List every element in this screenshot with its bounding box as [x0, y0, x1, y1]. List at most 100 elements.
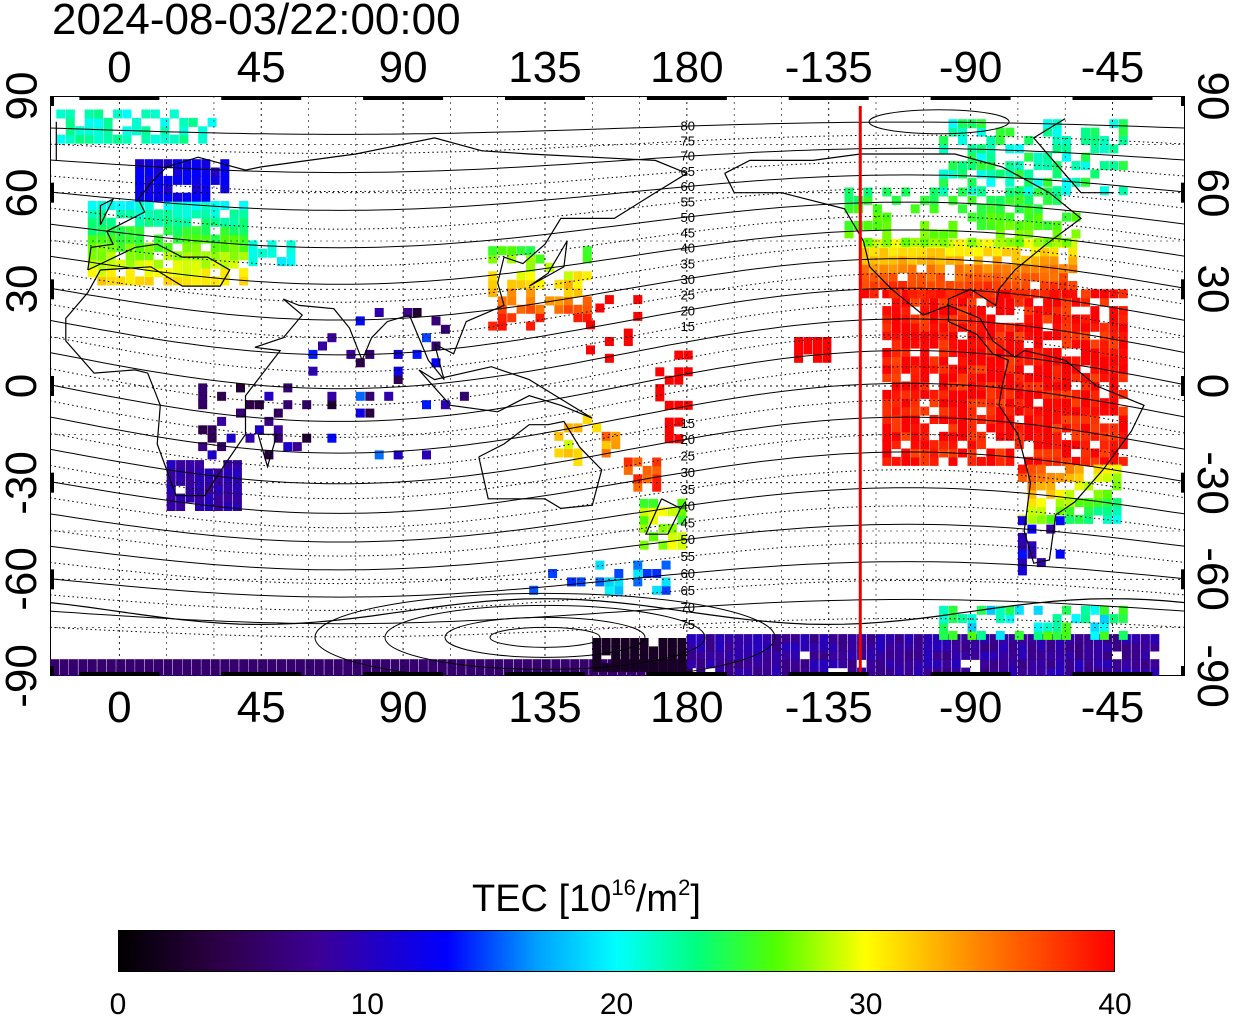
tec-cell: [283, 383, 293, 393]
contour-line: [50, 174, 1185, 211]
tec-cell: [1081, 614, 1090, 624]
tec-cell: [220, 268, 230, 278]
tec-cell: [1090, 169, 1100, 179]
tec-cell: [986, 331, 996, 341]
tec-cell: [1112, 464, 1122, 474]
tec-cell: [967, 364, 977, 374]
tec-cell: [1062, 314, 1071, 324]
tec-cell: [56, 109, 66, 119]
tec-cell: [1065, 642, 1075, 652]
tec-cell: [1005, 614, 1015, 624]
tec-cell: [828, 650, 838, 660]
tec-cell: [935, 255, 945, 265]
tec-cell: [888, 281, 898, 290]
tec-cell: [633, 482, 643, 492]
colorbar: [118, 930, 1115, 972]
tec-cell: [1024, 195, 1034, 205]
tec-cell: [1043, 431, 1053, 441]
tec-cell: [163, 201, 173, 210]
tec-cell: [87, 234, 97, 244]
tec-cell: [882, 415, 892, 424]
tec-cell: [1109, 373, 1119, 383]
tec-cell: [201, 167, 211, 177]
tec-cell: [976, 456, 986, 466]
tec-cell: [125, 209, 135, 219]
tec-cell: [1005, 297, 1015, 307]
tec-cell: [882, 229, 892, 239]
tec-cell: [611, 654, 621, 664]
tec-cell: [563, 448, 573, 458]
tec-cell: [939, 356, 949, 366]
tec-cell: [65, 134, 75, 144]
tec-cell: [611, 431, 621, 441]
tec-cell: [195, 468, 204, 478]
tec-cell: [891, 306, 901, 316]
tec-cell: [245, 433, 255, 443]
tec-cell: [554, 296, 564, 306]
tec-cell: [1033, 440, 1043, 450]
tec-cell: [1024, 356, 1034, 366]
tec-cell: [809, 634, 819, 644]
tec-cell: [910, 440, 920, 450]
tec-cell: [1052, 127, 1062, 137]
tec-cell: [1011, 255, 1021, 265]
tec-cell: [649, 663, 658, 673]
tec-cell: [1071, 339, 1081, 349]
tec-cell: [116, 234, 126, 244]
tec-cell: [945, 289, 955, 299]
tec-cell: [1036, 659, 1046, 669]
tec-cell: [866, 642, 876, 652]
tec-cell: [201, 217, 211, 227]
contour-labels: 8075706560555045403530252015152025303540…: [681, 118, 695, 632]
tec-cell: [822, 345, 832, 355]
tec-cell: [995, 306, 1005, 316]
tec-cell: [1090, 389, 1100, 399]
tec-cell: [1099, 373, 1109, 383]
tec-cell: [667, 663, 677, 673]
tec-cell: [948, 605, 958, 615]
tec-cell: [239, 234, 249, 244]
tec-cell: [1033, 364, 1043, 374]
tec-cell: [1074, 667, 1084, 676]
tec-cell: [772, 642, 781, 652]
tec-cell: [639, 638, 649, 647]
tec-cell: [809, 667, 819, 676]
tec-cell: [869, 264, 879, 274]
tec-cell: [103, 117, 113, 127]
tec-cell: [790, 650, 800, 660]
tec-cell: [1081, 177, 1090, 187]
contour-line: [50, 618, 1185, 638]
tec-cell: [995, 331, 1005, 341]
tec-cell: [1033, 415, 1043, 424]
tec-cell: [995, 127, 1005, 137]
tec-cell: [967, 356, 977, 366]
tec-cell: [125, 659, 135, 669]
tec-cell: [422, 450, 431, 460]
tec-cell: [1014, 204, 1024, 214]
tec-cell: [976, 152, 986, 162]
tec-cell: [967, 212, 977, 222]
tec-cell: [116, 226, 126, 236]
tec-cell: [201, 276, 211, 286]
tec-cell: [674, 400, 684, 410]
tec-cell: [882, 331, 892, 341]
contour-line: [50, 201, 1185, 249]
tec-cell: [173, 201, 182, 210]
tec-cell: [1099, 448, 1109, 458]
contour-line: [50, 334, 1185, 406]
tec-cell: [213, 476, 223, 486]
tec-cell: [1036, 667, 1046, 676]
tec-cell: [1140, 667, 1150, 676]
tec-cell: [1109, 322, 1119, 332]
tec-cell: [176, 476, 186, 486]
tec-cell: [999, 650, 1008, 660]
tec-cell: [920, 221, 930, 230]
bottom-lon-tick: -135: [784, 683, 873, 732]
tec-cell: [154, 667, 163, 676]
tec-cell: [995, 212, 1005, 222]
tec-cell: [995, 297, 1005, 307]
tec-cell: [724, 634, 734, 644]
tec-cell: [705, 659, 715, 669]
tec-cell: [898, 264, 908, 274]
tec-cell: [1062, 381, 1071, 391]
